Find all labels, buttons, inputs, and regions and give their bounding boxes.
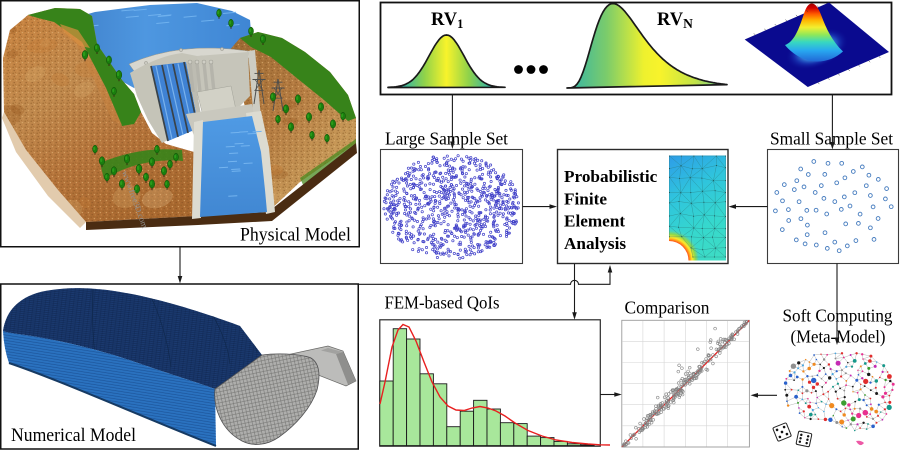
svg-text:Large Sample Set: Large Sample Set bbox=[385, 129, 508, 149]
svg-text:Finite: Finite bbox=[564, 189, 607, 208]
svg-text:Comparison: Comparison bbox=[625, 298, 710, 318]
svg-text:(Meta-Model): (Meta-Model) bbox=[791, 327, 886, 348]
svg-text:Element: Element bbox=[564, 212, 625, 231]
svg-text:FEM-based QoIs: FEM-based QoIs bbox=[385, 293, 500, 313]
svg-text:Physical Model: Physical Model bbox=[240, 226, 351, 246]
svg-text:Probabilistic: Probabilistic bbox=[564, 167, 658, 186]
svg-text:Numerical Model: Numerical Model bbox=[11, 425, 136, 446]
svg-text:Analysis: Analysis bbox=[564, 234, 626, 253]
